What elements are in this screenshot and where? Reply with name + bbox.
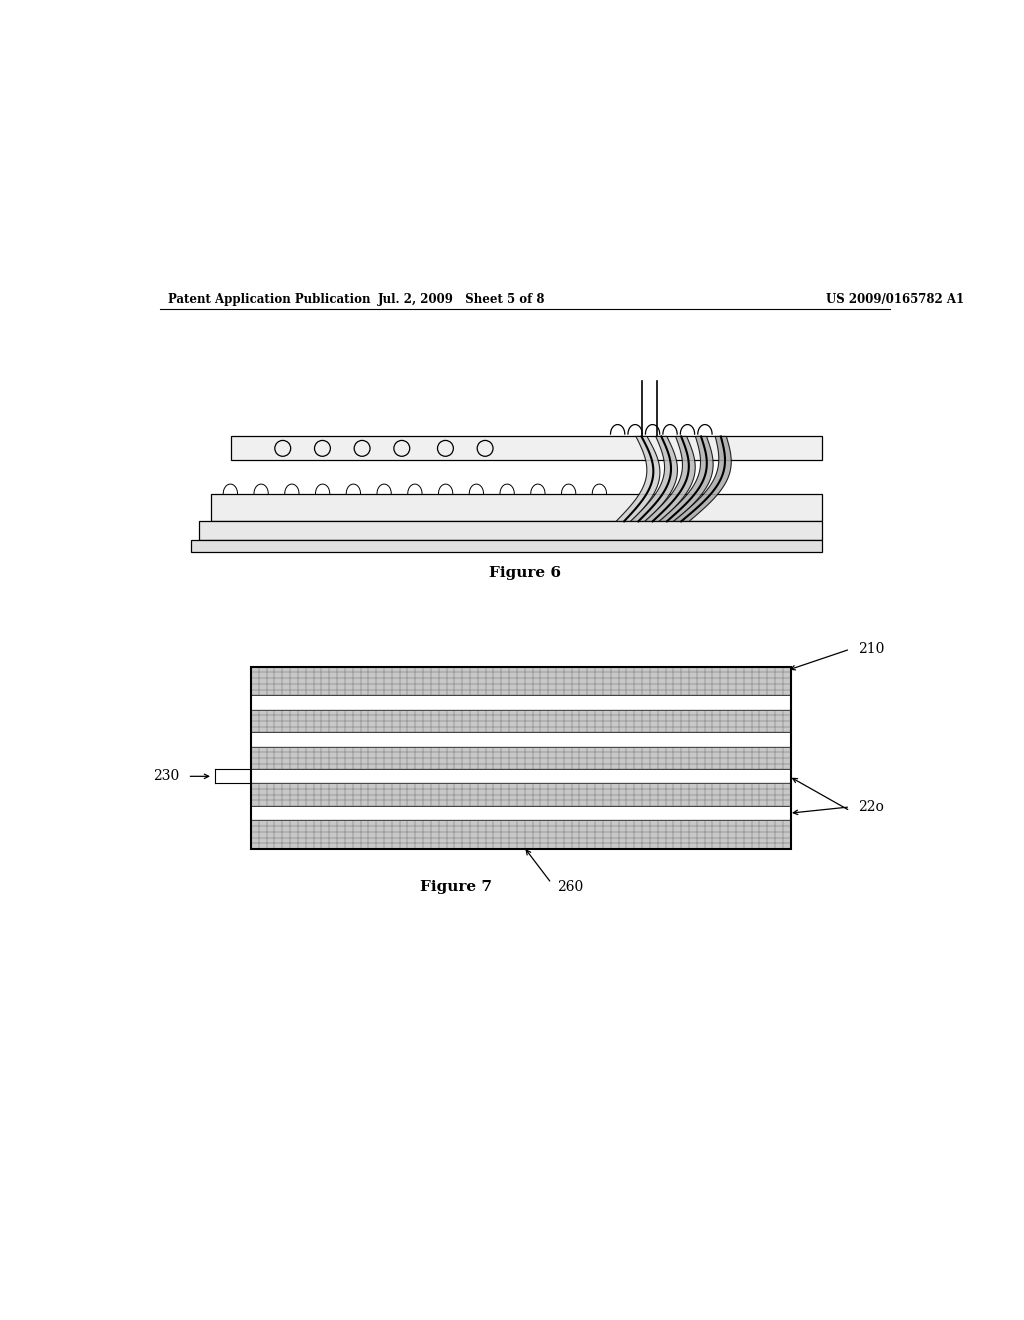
Text: Figure 6: Figure 6 — [488, 566, 561, 579]
Bar — [191, 540, 822, 552]
Text: 22o: 22o — [858, 800, 884, 814]
Polygon shape — [616, 437, 659, 521]
Polygon shape — [645, 437, 695, 521]
Bar — [251, 733, 791, 747]
Text: 260: 260 — [557, 880, 584, 894]
Polygon shape — [658, 437, 713, 521]
Polygon shape — [631, 437, 678, 521]
Polygon shape — [673, 437, 731, 521]
Bar — [251, 770, 791, 784]
Bar — [251, 784, 791, 807]
Bar — [251, 710, 791, 733]
Bar — [200, 521, 822, 540]
Bar — [251, 667, 791, 696]
Bar — [251, 747, 791, 770]
Bar — [251, 696, 791, 710]
Text: 210: 210 — [858, 642, 885, 656]
Bar — [251, 807, 791, 821]
Bar — [211, 494, 822, 521]
Text: US 2009/0165782 A1: US 2009/0165782 A1 — [826, 293, 965, 306]
Text: Patent Application Publication: Patent Application Publication — [168, 293, 371, 306]
Text: Jul. 2, 2009   Sheet 5 of 8: Jul. 2, 2009 Sheet 5 of 8 — [378, 293, 545, 306]
Bar — [251, 667, 791, 849]
Bar — [231, 437, 822, 461]
Text: Figure 7: Figure 7 — [420, 880, 493, 894]
Text: 230: 230 — [154, 770, 179, 783]
Bar — [251, 821, 791, 849]
